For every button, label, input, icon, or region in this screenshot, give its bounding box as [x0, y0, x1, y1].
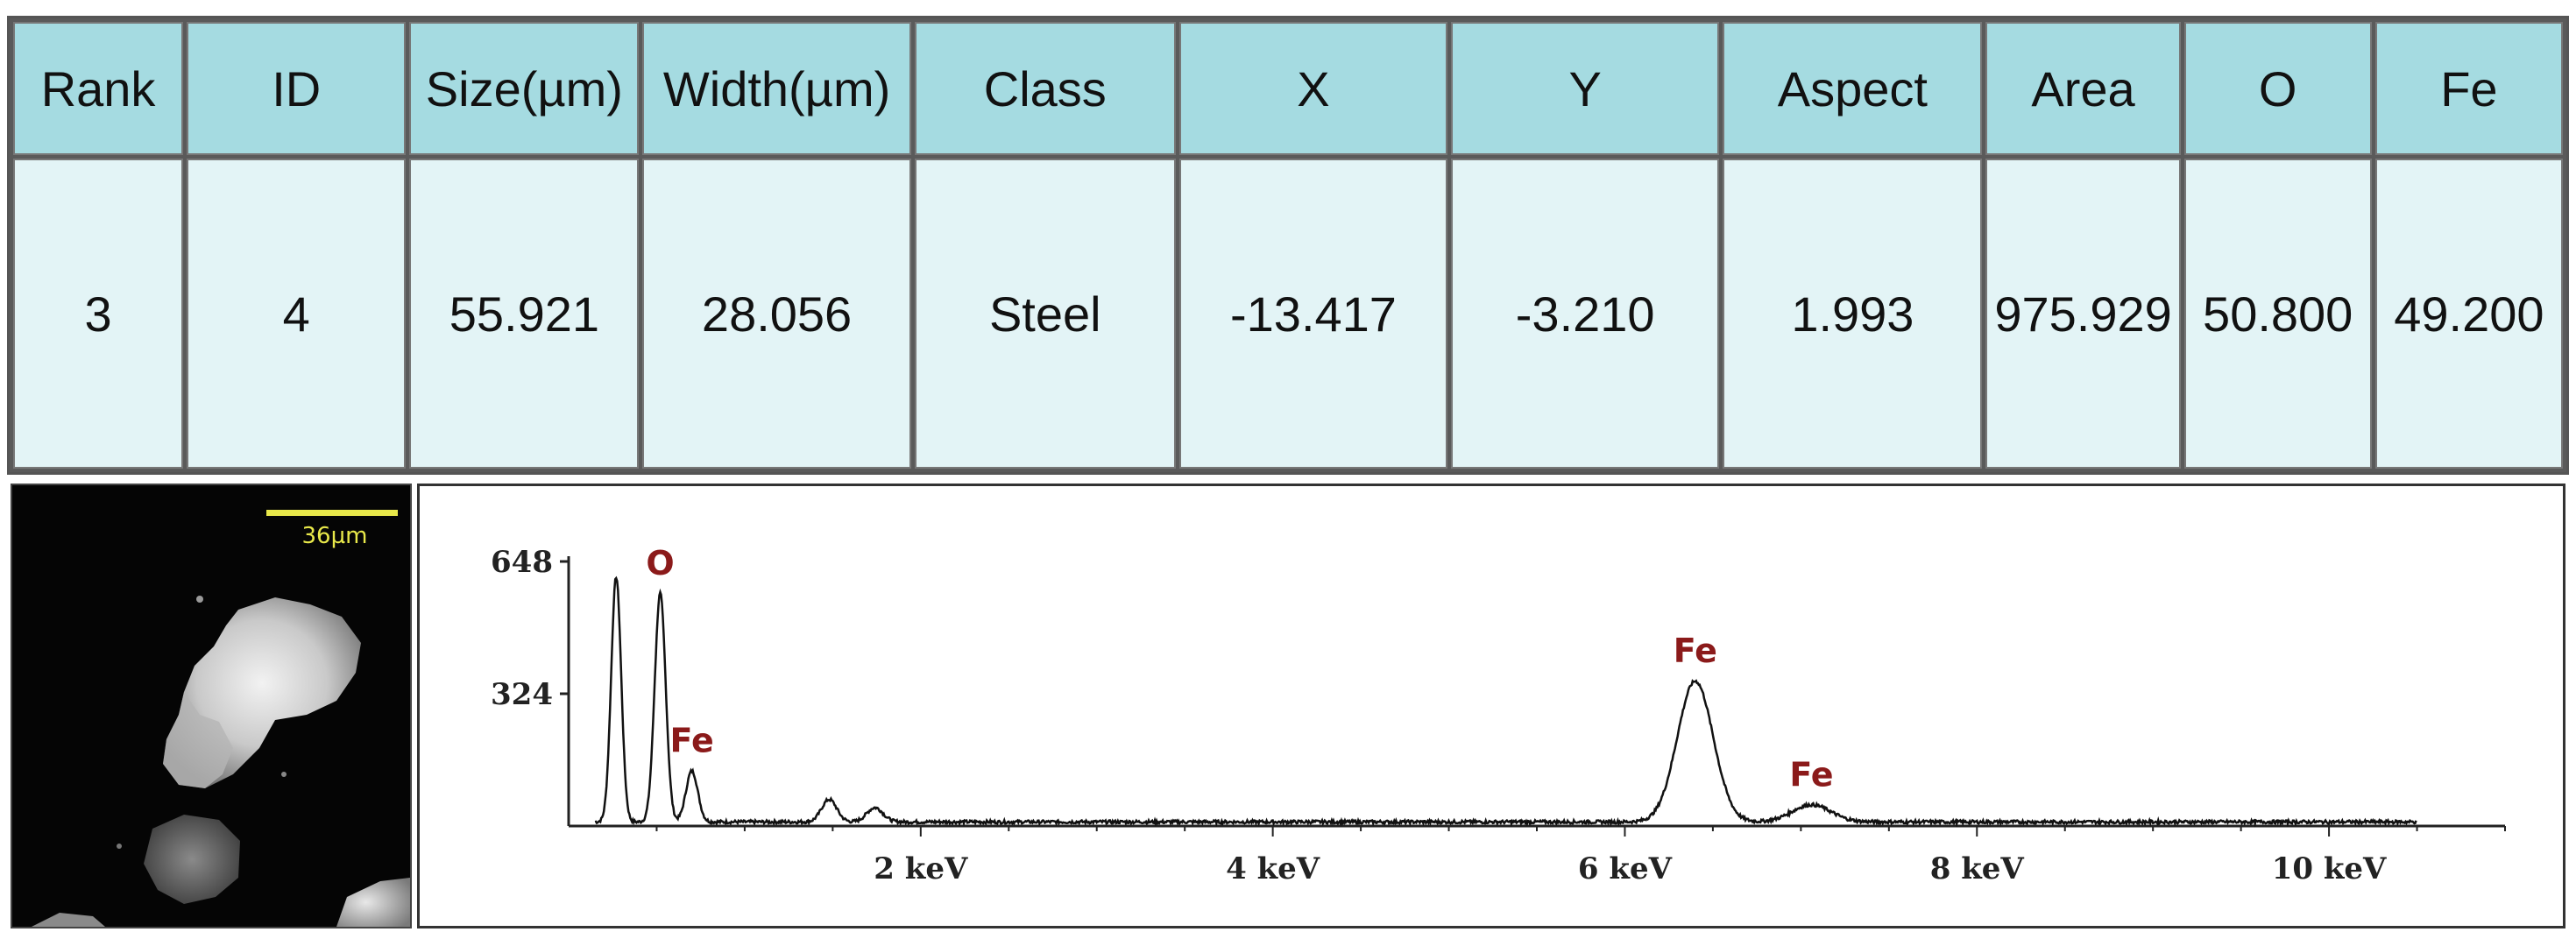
sem-image-graphic: 36µm — [32, 510, 410, 927]
cell-area: 975.929 — [1985, 159, 2181, 469]
column-header-area: Area — [1985, 22, 2181, 155]
x-tick-label: 6 keV — [1578, 851, 1673, 886]
spectrum-peak — [829, 803, 830, 804]
column-header-size: Size(µm) — [409, 22, 640, 155]
cell-x: -13.417 — [1178, 159, 1448, 469]
peak-label-fe: Fe — [1789, 755, 1833, 794]
spectrum-peak — [691, 774, 692, 775]
cell-aspect: 1.993 — [1723, 159, 1983, 469]
column-header-rank: Rank — [13, 22, 184, 155]
column-header-fe: Fe — [2374, 22, 2563, 155]
cell-width: 28.056 — [642, 159, 911, 469]
particle-edge-faint — [32, 913, 105, 927]
column-header-x: X — [1178, 22, 1448, 155]
column-header-aspect: Aspect — [1723, 22, 1983, 155]
y-tick-label: 324 — [491, 677, 553, 712]
spectrum-line — [594, 575, 2417, 828]
cell-o: 50.800 — [2183, 159, 2372, 469]
spectrum-peak — [1811, 808, 1812, 809]
peak-label-fe: Fe — [670, 722, 714, 760]
cell-y: -3.210 — [1451, 159, 1720, 469]
particle-edge-bright — [336, 878, 410, 927]
column-header-y: Y — [1451, 22, 1720, 155]
x-tick-label: 2 keV — [874, 851, 968, 886]
cell-size: 55.921 — [409, 159, 640, 469]
scale-bar-label: 36µm — [302, 523, 368, 549]
particle-dark — [144, 815, 240, 904]
x-tick-label: 10 keV — [2272, 851, 2387, 886]
spectrum-plot: 648 324 2 keV 4 keV 6 keV 8 keV 10 keV O Fe Fe Fe — [491, 544, 2506, 886]
cell-rank: 3 — [13, 159, 184, 469]
column-header-o: O — [2183, 22, 2372, 155]
cell-id: 4 — [187, 159, 407, 469]
table-header-row: Rank ID Size(µm) Width(µm) Class X Y Asp… — [13, 22, 2563, 155]
spectrum-peak — [874, 811, 875, 812]
peak-label-o: O — [646, 544, 674, 582]
scale-bar — [266, 510, 398, 516]
table-row: 3 4 55.921 28.056 Steel -13.417 -3.210 1… — [13, 159, 2563, 469]
eds-spectrum-chart: 648 324 2 keV 4 keV 6 keV 8 keV 10 keV O Fe Fe Fe — [417, 484, 2565, 928]
column-header-id: ID — [187, 22, 407, 155]
particle-main-shadow — [163, 692, 233, 788]
x-tick-label: 8 keV — [1930, 851, 2025, 886]
peak-label-fe: Fe — [1674, 632, 1717, 670]
column-header-class: Class — [914, 22, 1176, 155]
x-tick-label: 4 keV — [1226, 851, 1320, 886]
column-header-width: Width(µm) — [642, 22, 911, 155]
sem-particle-image: 36µm — [11, 484, 412, 928]
y-tick-label: 648 — [491, 545, 553, 580]
cell-class: Steel — [914, 159, 1176, 469]
cell-fe: 49.200 — [2374, 159, 2563, 469]
particle-data-table: Rank ID Size(µm) Width(µm) Class X Y Asp… — [7, 16, 2569, 475]
